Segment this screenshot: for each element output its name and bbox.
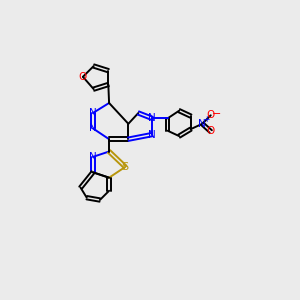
Text: N: N [89, 123, 97, 134]
Text: +: + [204, 116, 210, 124]
Text: N: N [148, 113, 156, 123]
Text: −: − [212, 109, 221, 119]
Text: N: N [148, 130, 156, 140]
Text: N: N [89, 108, 97, 118]
Text: O: O [79, 72, 87, 82]
Text: O: O [207, 127, 215, 136]
Text: N: N [198, 119, 206, 129]
Text: N: N [89, 152, 97, 162]
Text: O: O [207, 110, 215, 120]
Text: S: S [122, 162, 129, 172]
